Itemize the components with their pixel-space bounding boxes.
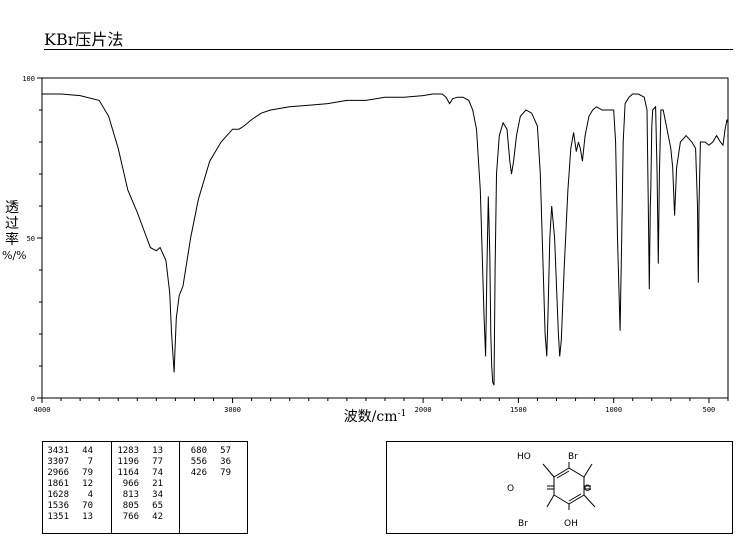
peak-transmittance: 44 [82, 446, 93, 456]
peak-transmittance: 36 [220, 457, 231, 467]
peak-row: 3307 7 [43, 457, 93, 468]
structure-box: HO Br O O Br OH [386, 441, 733, 534]
structure-label-br: Br [518, 519, 528, 529]
peak-row: 1164 74 [113, 468, 163, 479]
peak-row: 680 57 [181, 446, 231, 457]
peak-row: 1628 4 [43, 490, 93, 501]
peak-row: 966 21 [113, 479, 163, 490]
ir-spectrum-chart: 0 50 100 4000 3000 2000 1500 1000 500 波数/cm-1 [22, 75, 729, 425]
peak-wavenumber: 1283 [117, 446, 139, 456]
peak-row: 1351 13 [43, 512, 93, 523]
peak-wavenumber: 1351 [47, 512, 69, 522]
peak-transmittance: 79 [82, 468, 93, 478]
peak-wavenumber: 1861 [47, 479, 69, 489]
y-axis-label-char: 过 [5, 216, 19, 232]
x-tick-label: 1000 [605, 406, 622, 414]
peak-wavenumber: 680 [190, 446, 207, 456]
peak-row: 2966 79 [43, 468, 93, 479]
peak-transmittance: 7 [87, 457, 93, 467]
peak-row: 556 36 [181, 457, 231, 468]
peak-wavenumber: 766 [122, 512, 139, 522]
peak-transmittance: 79 [220, 468, 231, 478]
dibromo-dihydroxy-benzoquinone-structure: HO Br O O Br OH [507, 452, 596, 529]
peak-table-column: 680 57 556 36 426 79 [181, 446, 231, 479]
peak-table: 3431 44 3307 7 2966 79 1861 12 1628 4 1536 70 1351 13… [42, 441, 248, 534]
peak-wavenumber: 3307 [47, 457, 69, 467]
x-tick-label: 2000 [415, 406, 432, 414]
x-tick-label: 1500 [510, 406, 527, 414]
peak-row: 1861 12 [43, 479, 93, 490]
peak-wavenumber: 426 [190, 468, 207, 478]
peak-row: 766 42 [113, 512, 163, 523]
y-axis-label-char: 率 [5, 232, 19, 248]
y-axis-label: 透 过 率 %/% [2, 200, 27, 264]
peak-transmittance: 12 [82, 479, 93, 489]
peak-row: 1283 13 [113, 446, 163, 457]
peak-wavenumber: 1164 [117, 468, 139, 478]
peak-transmittance: 21 [152, 479, 163, 489]
peak-transmittance: 65 [152, 501, 163, 511]
structure-label-br: Br [568, 452, 578, 462]
x-tick-label: 4000 [34, 406, 51, 414]
peak-transmittance: 13 [82, 512, 93, 522]
y-axis-ticks: 0 50 100 [22, 75, 42, 403]
peak-table-divider [111, 442, 112, 533]
peak-wavenumber: 966 [122, 479, 139, 489]
peak-wavenumber: 1536 [47, 501, 69, 511]
peak-row: 813 34 [113, 490, 163, 501]
spectrum-line [42, 93, 729, 386]
peak-row: 805 65 [113, 501, 163, 512]
peak-wavenumber: 556 [190, 457, 207, 467]
title-rule [44, 49, 733, 50]
peak-transmittance: 74 [152, 468, 163, 478]
x-axis-ticks: 4000 3000 2000 1500 1000 500 [34, 398, 729, 414]
peak-table-column: 1283 13 1196 77 1164 74 966 21 813 34 805 65 766 42 [113, 446, 163, 523]
peak-transmittance: 42 [152, 512, 163, 522]
plot-frame [41, 77, 729, 399]
x-tick-label: 3000 [224, 406, 241, 414]
peak-row: 1536 70 [43, 501, 93, 512]
y-tick-label: 50 [27, 235, 35, 243]
x-tick-label: 500 [703, 406, 716, 414]
x-axis-label: 波数/cm-1 [344, 409, 407, 425]
structure-label-o: O [507, 484, 514, 494]
peak-transmittance: 77 [152, 457, 163, 467]
structure-label-ho: HO [517, 452, 531, 462]
peak-wavenumber: 805 [122, 501, 139, 511]
peak-wavenumber: 813 [122, 490, 139, 500]
peak-table-divider [179, 442, 180, 533]
structure-label-oh: OH [564, 519, 578, 529]
peak-transmittance: 13 [152, 446, 163, 456]
peak-row: 3431 44 [43, 446, 93, 457]
y-axis-label-char: 透 [5, 200, 19, 216]
chart-title: KBr压片法 [44, 30, 124, 49]
peak-transmittance: 34 [152, 490, 163, 500]
y-tick-label: 100 [22, 75, 35, 83]
peak-transmittance: 4 [87, 490, 93, 500]
peak-table-column: 3431 44 3307 7 2966 79 1861 12 1628 4 1536 70 1351 13 [43, 446, 93, 523]
peak-transmittance: 57 [220, 446, 231, 456]
structure-label-o: O [584, 484, 591, 494]
peak-row: 426 79 [181, 468, 231, 479]
peak-row: 1196 77 [113, 457, 163, 468]
y-tick-label: 0 [31, 395, 35, 403]
peak-wavenumber: 3431 [47, 446, 69, 456]
peak-wavenumber: 2966 [47, 468, 69, 478]
peak-transmittance: 70 [82, 501, 93, 511]
y-axis-label-char: %/% [2, 249, 27, 262]
peak-wavenumber: 1196 [117, 457, 139, 467]
peak-wavenumber: 1628 [47, 490, 69, 500]
